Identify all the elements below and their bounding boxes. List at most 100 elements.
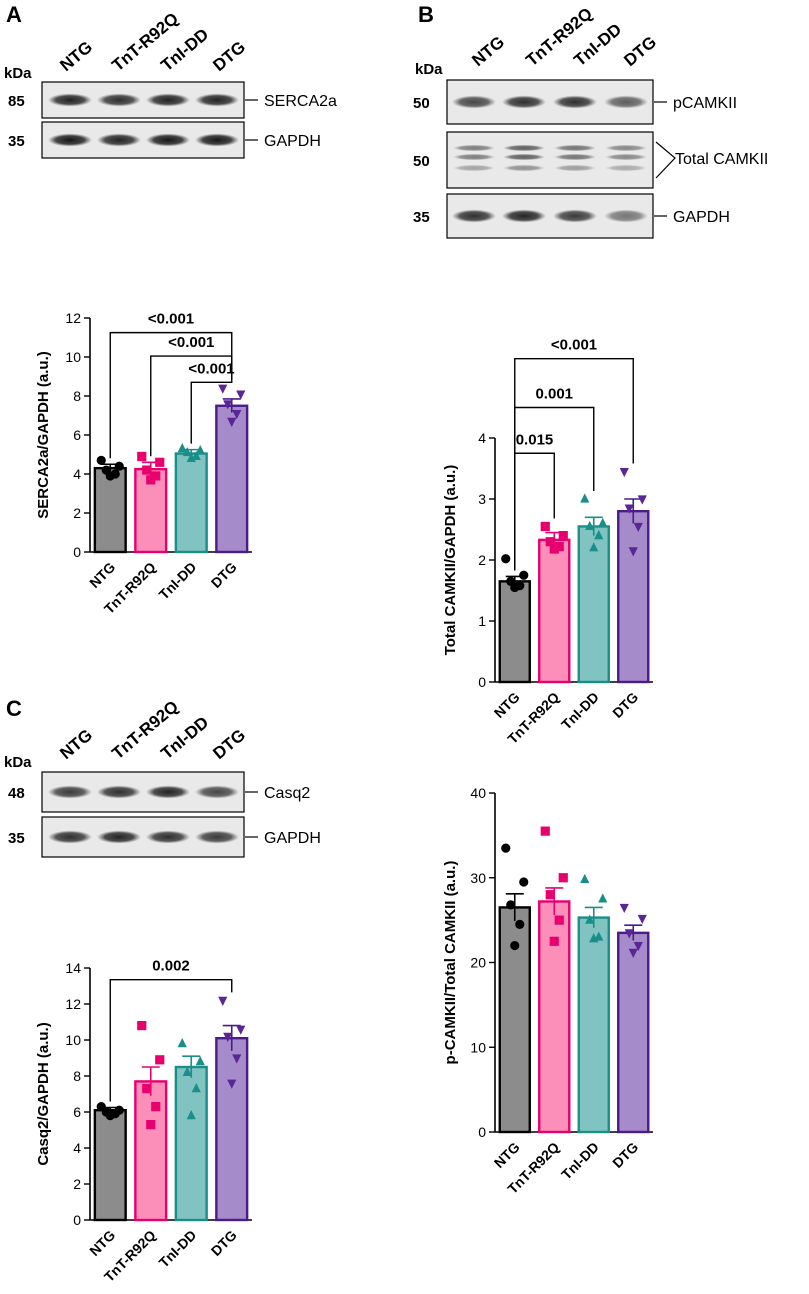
blot-band <box>502 209 546 223</box>
y-tick-label: 0 <box>73 544 81 560</box>
data-point <box>545 890 555 900</box>
y-tick-label: 10 <box>470 1039 486 1055</box>
lane-label: NTG <box>56 37 96 75</box>
blot-band <box>146 133 190 147</box>
data-point <box>519 570 529 580</box>
blot-band <box>97 133 141 147</box>
mw-label: 50 <box>413 153 430 170</box>
y-tick-label: 4 <box>73 1140 81 1156</box>
blot-band <box>554 144 596 152</box>
y-tick-label: 2 <box>478 552 486 568</box>
significance-bracket <box>150 355 233 457</box>
y-tick-label: 14 <box>65 960 81 976</box>
data-point <box>186 1110 196 1120</box>
lane-label: DTG <box>620 32 660 70</box>
y-tick-label: 12 <box>65 996 81 1012</box>
data-point <box>619 903 629 914</box>
blot-serca2a: 85 SERCA2a <box>8 81 337 119</box>
data-point <box>624 929 634 939</box>
data-point <box>186 452 196 462</box>
p-value-label: <0.001 <box>148 311 194 328</box>
x-tick-label: DTG <box>208 559 240 591</box>
data-point <box>195 445 205 455</box>
p-value-label: <0.001 <box>168 334 214 351</box>
blot-band <box>452 209 496 223</box>
bar-dtg <box>215 1036 249 1222</box>
panel-label: A <box>6 2 22 27</box>
x-tick-label: DTG <box>609 689 641 721</box>
data-point <box>637 495 647 505</box>
protein-label: SERCA2a <box>264 93 337 110</box>
data-point <box>177 1038 187 1048</box>
data-point <box>151 471 161 481</box>
y-tick-label: 4 <box>478 430 486 446</box>
blot-band <box>195 785 239 799</box>
x-tick-label: DTG <box>208 1227 240 1259</box>
blot-band <box>453 153 495 161</box>
data-point <box>155 1055 165 1065</box>
data-point <box>227 417 237 427</box>
x-tick-label: TnI-DD <box>156 559 200 603</box>
blot-casq2: 48 Casq2 <box>8 771 310 813</box>
p-value-label: 0.002 <box>152 958 190 975</box>
y-tick-label: 0 <box>478 674 486 690</box>
data-point <box>218 384 228 394</box>
blot-band <box>453 144 495 152</box>
kda-label: kDa <box>4 65 32 82</box>
bar-tni-dd <box>174 1065 208 1222</box>
protein-label: GAPDH <box>264 830 321 847</box>
bar-dtg <box>617 931 650 1134</box>
data-point <box>549 936 559 946</box>
mw-label: 85 <box>8 93 25 110</box>
data-point <box>540 826 550 836</box>
data-point <box>589 933 599 943</box>
mw-label: 35 <box>8 133 25 150</box>
panel-label: B <box>418 2 434 27</box>
x-tick-label: TnI-DD <box>558 1139 602 1183</box>
blot-band <box>48 830 92 844</box>
data-point <box>589 542 599 552</box>
kda-label: kDa <box>415 61 443 78</box>
data-point <box>558 531 568 541</box>
bar-tnt-r92q <box>538 900 571 1134</box>
blot-band <box>604 95 648 109</box>
bar-tnt-r92q <box>134 1080 168 1222</box>
data-point <box>223 1032 233 1042</box>
data-point <box>501 843 511 853</box>
blot-band <box>605 153 647 161</box>
blot-gapdh: 35 GAPDH <box>8 816 321 858</box>
data-point <box>191 1083 201 1093</box>
blot-band <box>452 95 496 109</box>
data-point <box>633 941 643 952</box>
data-point <box>195 1056 205 1066</box>
x-tick-label: NTG <box>86 559 118 591</box>
data-point <box>580 493 590 503</box>
blot-membrane <box>446 131 654 189</box>
y-axis-label: Casq2/GAPDH (a.u.) <box>35 1022 52 1165</box>
data-point <box>96 455 106 465</box>
data-point <box>137 1021 147 1031</box>
bar-ntg <box>498 580 531 684</box>
lane-label: DTG <box>209 37 249 75</box>
blot-band <box>195 830 239 844</box>
data-point <box>137 451 147 462</box>
data-point <box>142 465 152 475</box>
data-point <box>146 1120 156 1130</box>
y-axis-label: p-CAMKII/Total CAMKII (a.u.) <box>442 861 459 1065</box>
data-point <box>637 914 647 925</box>
blot-band <box>554 164 596 172</box>
data-point <box>232 1054 242 1064</box>
data-point <box>510 582 520 593</box>
significance-bracket <box>190 380 233 444</box>
data-point <box>580 873 590 884</box>
lane-label: NTG <box>56 725 96 763</box>
bar-tnt-r92q <box>538 538 571 684</box>
blot-gapdh: 35 GAPDH <box>8 121 321 159</box>
blot-band <box>146 785 190 799</box>
data-point <box>223 400 233 410</box>
x-tick-label: NTG <box>491 1139 523 1171</box>
blot-band <box>554 153 596 161</box>
